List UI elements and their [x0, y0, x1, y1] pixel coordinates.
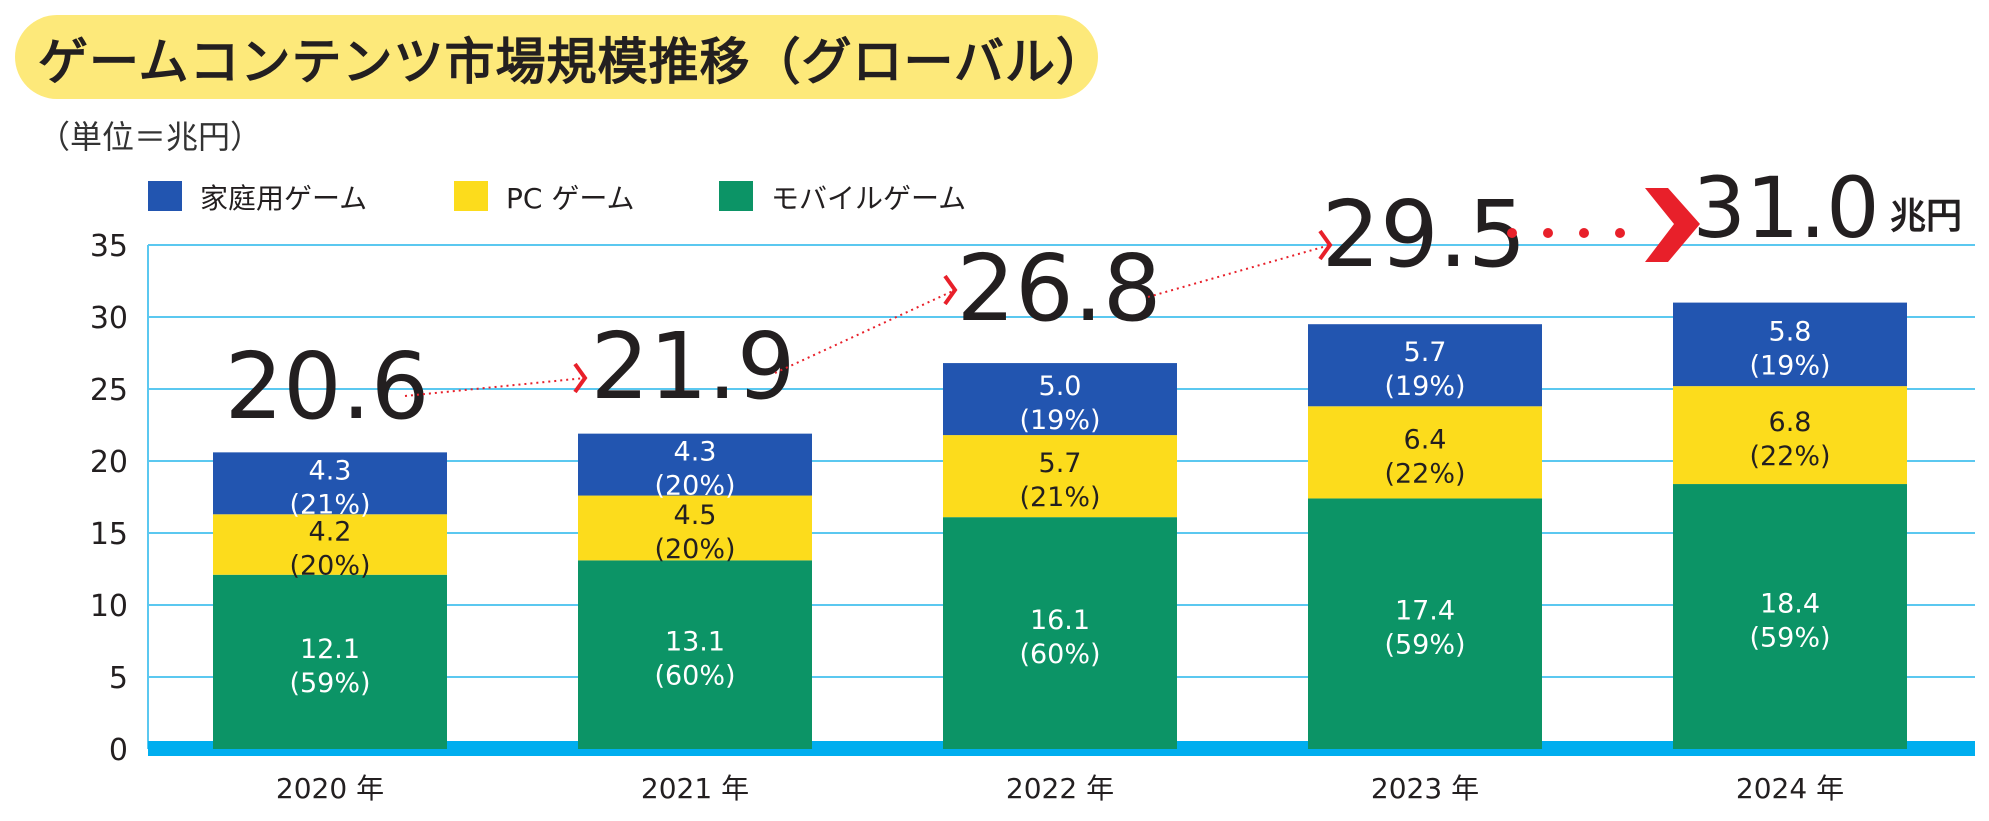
trend-dot	[1579, 228, 1589, 238]
title-banner	[15, 15, 1098, 99]
x-tick-label: 2023 年	[1371, 772, 1479, 805]
data-label: 5.8	[1769, 316, 1812, 347]
chevron-arrow-icon	[1318, 229, 1333, 261]
percent-label: (19%)	[1384, 371, 1465, 402]
legend-label: PC ゲーム	[506, 182, 635, 215]
bar-segment	[1308, 498, 1542, 749]
y-tick-label: 20	[90, 445, 128, 480]
chevron-arrow-icon	[573, 362, 588, 394]
bar-segment	[213, 514, 447, 575]
percent-label: (21%)	[1019, 482, 1100, 513]
bar-segment	[578, 433, 812, 496]
bar-segment	[943, 517, 1177, 749]
bar-segment	[213, 574, 447, 749]
chevron-arrow-icon	[943, 274, 958, 306]
trend-dotted-line	[404, 377, 586, 397]
percent-label: (19%)	[1749, 350, 1830, 381]
y-tick-label: 30	[90, 301, 128, 336]
data-label: 16.1	[1030, 605, 1090, 636]
trend-dot	[1543, 228, 1553, 238]
bar-segment	[943, 363, 1177, 436]
data-label: 6.4	[1404, 424, 1447, 455]
y-tick-label: 10	[90, 589, 128, 624]
y-tick-label: 35	[90, 229, 128, 264]
total-label: 26.8	[957, 235, 1162, 342]
data-label: 4.3	[674, 437, 717, 468]
trend-dot	[1615, 228, 1625, 238]
data-label: 4.5	[674, 500, 717, 531]
bar-segment	[943, 435, 1177, 518]
percent-label: (21%)	[289, 489, 370, 520]
bar-segment	[578, 495, 812, 561]
percent-label: (59%)	[1384, 630, 1465, 661]
legend-swatch	[719, 181, 753, 211]
total-label: 31.0	[1692, 159, 1879, 257]
x-tick-label: 2024 年	[1736, 772, 1844, 805]
data-label: 13.1	[665, 627, 725, 658]
big-chevron-arrow-icon	[1645, 188, 1700, 262]
percent-label: (22%)	[1384, 458, 1465, 489]
data-label: 18.4	[1760, 589, 1820, 620]
data-label: 5.7	[1039, 448, 1082, 479]
legend-label: 家庭用ゲーム	[200, 182, 367, 215]
trend-dot	[1507, 228, 1517, 238]
legend-swatch	[148, 181, 182, 211]
unit-label: （単位＝兆円）	[38, 118, 263, 156]
total-label: 29.5	[1322, 181, 1527, 288]
percent-label: (22%)	[1749, 441, 1830, 472]
bar-segment	[1308, 324, 1542, 407]
bar-segment	[1308, 406, 1542, 499]
data-label: 5.0	[1039, 371, 1082, 402]
chart-title: ゲームコンテンツ市場規模推移（グローバル）	[38, 33, 1107, 91]
bar-segment	[1673, 484, 1907, 749]
y-tick-label: 0	[109, 733, 128, 768]
trend-dotted-line	[774, 289, 956, 374]
trend-dotted-line	[1147, 244, 1331, 298]
percent-label: (59%)	[289, 668, 370, 699]
y-tick-label: 15	[90, 517, 128, 552]
x-tick-label: 2021 年	[641, 772, 749, 805]
y-tick-label: 5	[109, 661, 128, 696]
total-label: 20.6	[225, 333, 430, 440]
percent-label: (19%)	[1019, 405, 1100, 436]
y-tick-label: 25	[90, 373, 128, 408]
percent-label: (20%)	[654, 471, 735, 502]
x-tick-label: 2022 年	[1006, 772, 1114, 805]
data-label: 5.7	[1404, 337, 1447, 368]
legend-label: モバイルゲーム	[771, 182, 966, 215]
data-label: 6.8	[1769, 407, 1812, 438]
percent-label: (60%)	[654, 661, 735, 692]
percent-label: (20%)	[289, 551, 370, 582]
data-label: 4.3	[309, 455, 352, 486]
bar-segment	[213, 452, 447, 515]
data-label: 17.4	[1395, 596, 1455, 627]
data-label: 12.1	[300, 634, 360, 665]
x-tick-label: 2020 年	[276, 772, 384, 805]
total-unit-label: 兆円	[1890, 196, 1962, 237]
percent-label: (60%)	[1019, 639, 1100, 670]
percent-label: (59%)	[1749, 623, 1830, 654]
bar-segment	[578, 560, 812, 749]
bar-segment	[1673, 386, 1907, 485]
bar-segment	[1673, 302, 1907, 387]
legend-swatch	[454, 181, 488, 211]
data-label: 4.2	[309, 517, 352, 548]
percent-label: (20%)	[654, 534, 735, 565]
total-label: 21.9	[591, 313, 796, 420]
